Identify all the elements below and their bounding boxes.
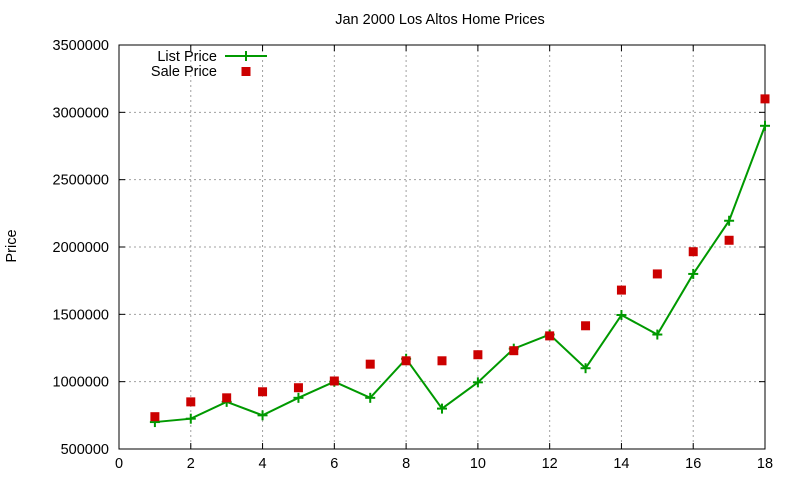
list-price-line (154, 125, 766, 424)
y-axis-ticks: 500000 1000000 1500000 2000000 2500000 300000… (53, 38, 765, 458)
x-tick-label: 12 (542, 456, 558, 472)
sale-price-point (401, 356, 411, 366)
y-tick-label: 1000000 (53, 375, 109, 391)
sale-price-point (186, 397, 196, 407)
x-tick-label: 4 (259, 456, 267, 472)
sale-price-point (258, 387, 268, 397)
sale-price-point (293, 383, 303, 393)
x-tick-label: 18 (757, 456, 773, 472)
y-tick-label: 2500000 (53, 173, 109, 189)
x-tick-label: 16 (685, 456, 701, 472)
sale-price-point (724, 235, 734, 245)
y-tick-label: 500000 (61, 442, 109, 458)
sale-price-point (222, 393, 232, 403)
legend-label-list-price: List Price (157, 49, 217, 65)
sale-price-point (473, 350, 483, 360)
x-tick-label: 14 (613, 456, 629, 472)
sale-price-point (365, 359, 375, 369)
x-tick-label: 0 (115, 456, 123, 472)
y-tick-label: 2000000 (53, 240, 109, 256)
x-tick-label: 10 (470, 456, 486, 472)
series-sale-price (150, 94, 770, 422)
y-tick-label: 3000000 (53, 105, 109, 121)
legend-marker-sale-price (241, 67, 251, 76)
sale-price-point (545, 331, 555, 341)
x-axis-ticks: 0 2 4 6 8 10 12 14 16 18 (115, 45, 773, 472)
sale-price-point (437, 356, 447, 366)
x-tick-label: 8 (402, 456, 410, 472)
sale-price-point (652, 269, 662, 279)
legend-label-sale-price: Sale Price (151, 64, 217, 80)
chart-title: Jan 2000 Los Altos Home Prices (335, 12, 545, 28)
sale-price-point (760, 94, 770, 104)
sale-price-point (616, 285, 626, 295)
y-tick-label: 1500000 (53, 307, 109, 323)
grid-lines (119, 45, 765, 449)
sale-price-point (688, 247, 698, 257)
sale-price-point (581, 321, 591, 331)
x-tick-label: 6 (330, 456, 338, 472)
sale-price-point (509, 346, 519, 356)
y-tick-label: 3500000 (53, 38, 109, 54)
sale-price-point (329, 376, 339, 386)
x-tick-label: 2 (187, 456, 195, 472)
sale-price-point (150, 412, 160, 422)
series-list-price (149, 120, 770, 428)
